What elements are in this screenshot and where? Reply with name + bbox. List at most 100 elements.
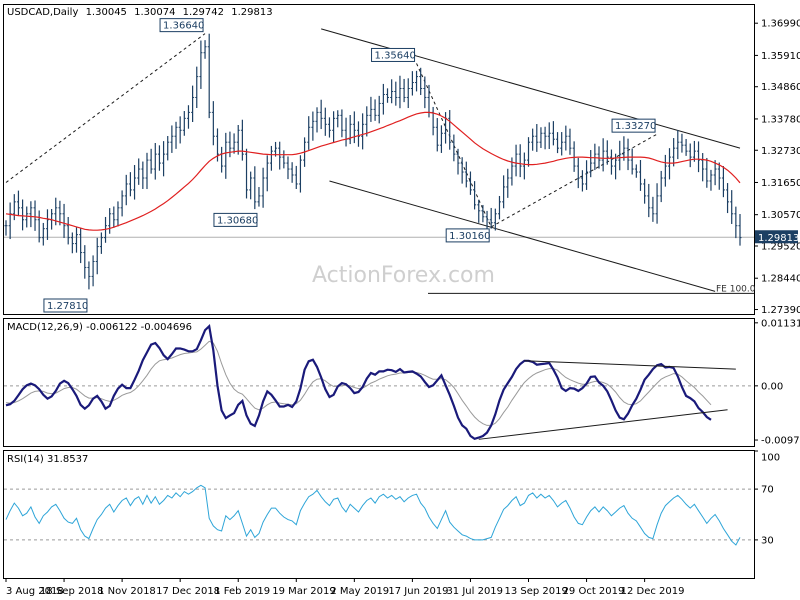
time-tick-label: 18 Sep 2018 [40, 586, 103, 597]
price-bar [668, 148, 672, 180]
price-annotation: 1.36640 [159, 18, 204, 33]
price-bar [493, 208, 497, 231]
price-bar [336, 110, 340, 128]
price-annotation: 1.27810 [43, 298, 88, 313]
price-bar [468, 171, 472, 195]
macd-trendline [478, 409, 728, 440]
price-bar [282, 150, 286, 169]
price-bar [356, 121, 360, 147]
price-bar [506, 168, 510, 198]
price-bar [315, 107, 319, 133]
price-bar [278, 141, 282, 170]
rsi-label: RSI(14) 31.8537 [7, 454, 88, 465]
price-bar [502, 175, 506, 209]
price-tick-label: 1.31650 [761, 178, 800, 189]
price-bar [298, 155, 302, 193]
price-bar [456, 148, 460, 175]
price-bar [394, 81, 398, 106]
price-y-axis: 1.36990 1.35910 1.34860 1.33780 1.32730 1.316… [4, 19, 800, 316]
price-bar [186, 105, 190, 129]
price-annotations: 1.36640 1.35640 1.30680 1.30160 1.27810 1.332… [43, 18, 656, 313]
price-bar [365, 106, 369, 137]
price-bar [133, 165, 137, 200]
price-bar [593, 143, 597, 171]
price-annotation: 1.33270 [611, 118, 656, 133]
price-bar [373, 99, 377, 121]
price-bar [236, 124, 240, 155]
price-bar [626, 138, 630, 171]
price-bar [29, 201, 33, 228]
price-bar [692, 140, 696, 162]
price-tick-label: 1.34860 [761, 82, 800, 93]
rsi-tick-label: 100 [761, 453, 780, 464]
price-bar [390, 79, 394, 104]
price-bar [556, 132, 560, 154]
current-price-tag: 1.29813 [755, 230, 799, 244]
macd-panel-frame [3, 318, 755, 447]
price-bar [531, 128, 535, 151]
price-bar [717, 162, 721, 190]
price-bar [572, 141, 576, 172]
price-bar [713, 160, 717, 186]
price-bar [464, 161, 468, 188]
price-bar [340, 109, 344, 138]
price-panel-frame [3, 4, 755, 315]
price-bar [33, 200, 37, 231]
price-bar [83, 245, 87, 279]
price-tick-label: 1.36990 [761, 19, 800, 30]
price-bar [207, 33, 211, 119]
price-bar [199, 40, 203, 89]
macd-signal-line [5, 340, 712, 426]
price-bar [245, 148, 249, 199]
price-bar [41, 222, 45, 246]
price-bar [576, 157, 580, 189]
price-bar [99, 232, 103, 254]
price-bar [327, 117, 331, 138]
price-bar [585, 160, 589, 190]
price-annotation-label: 1.30160 [449, 231, 490, 242]
price-bar [680, 133, 684, 153]
price-tick-label: 1.35910 [761, 51, 800, 62]
price-bar [211, 101, 215, 146]
price-bar [191, 85, 195, 123]
price-bar [659, 170, 663, 203]
price-bar [240, 119, 244, 161]
symbol-label: USDCAD,Daily [7, 7, 78, 18]
price-bar [527, 137, 531, 167]
price-bar [141, 161, 145, 189]
price-bar [481, 204, 485, 223]
price-bar [676, 129, 680, 160]
price-bar [95, 237, 99, 275]
time-tick-label: 12 Dec 2019 [621, 586, 685, 597]
macd-trendline [524, 360, 736, 370]
price-bar [547, 122, 551, 149]
price-tick-label: 1.30570 [761, 210, 800, 221]
price-bar [74, 227, 78, 253]
price-tick-label: 1.29520 [761, 241, 800, 252]
watermark: ActionForex.com [312, 263, 495, 288]
price-bar [601, 138, 605, 172]
price-bar [477, 199, 481, 223]
price-bar [166, 136, 170, 161]
price-bar [485, 210, 489, 232]
price-bar [290, 162, 294, 183]
price-bar [638, 160, 642, 191]
price-bar [332, 111, 336, 143]
price-bar [609, 149, 613, 175]
macd-panel: 0.011313 0.00 -0.009729 MACD(12,26,9) -0.0… [3, 318, 800, 447]
price-bar [249, 171, 253, 200]
price-bar [70, 232, 74, 254]
rsi-panel: 100 70 30 RSI(14) 31.8537 [3, 450, 780, 579]
price-bar [203, 40, 207, 59]
price-bar [120, 190, 124, 217]
ohlc-high: 1.30074 [134, 7, 175, 18]
price-bar [435, 118, 439, 152]
price-annotation: 1.35640 [371, 47, 416, 62]
price-tick-label: 1.28440 [761, 274, 800, 285]
price-bar [294, 165, 298, 189]
price-bar [37, 210, 41, 243]
price-bar [560, 132, 564, 156]
moving-average-line [5, 111, 741, 231]
price-bar [605, 140, 609, 165]
